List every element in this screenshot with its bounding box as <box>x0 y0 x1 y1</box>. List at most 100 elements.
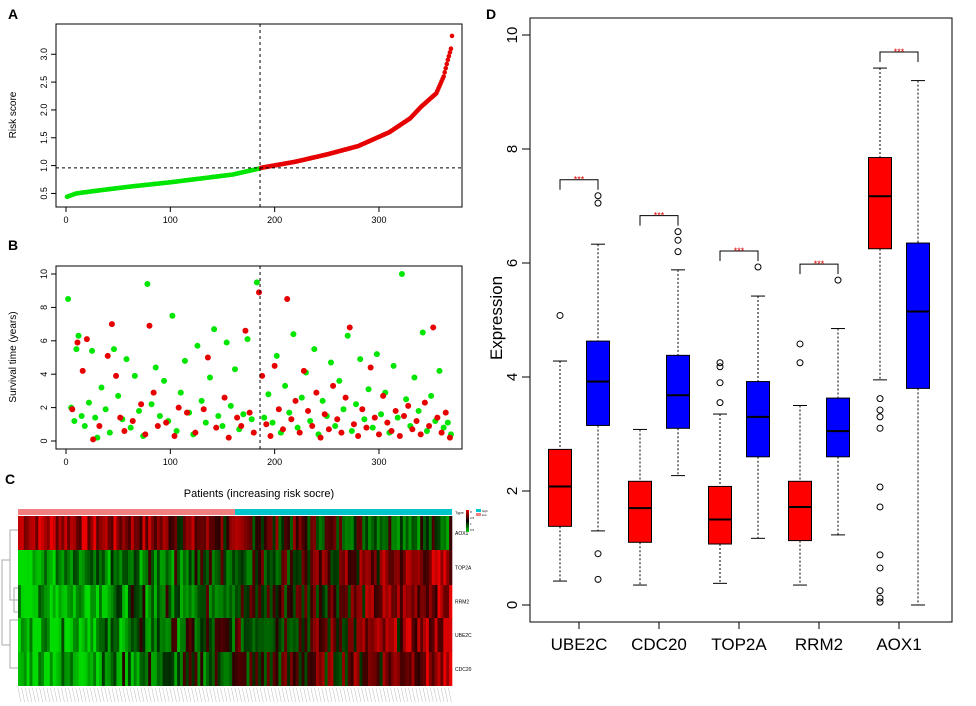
heatmap-cell <box>252 585 256 618</box>
heatmap-cell <box>339 585 343 618</box>
heatmap-cell <box>252 652 256 686</box>
heatmap-cell <box>84 550 88 585</box>
heatmap-cell <box>165 516 169 550</box>
survival-point <box>332 422 339 429</box>
survival-point <box>150 389 157 396</box>
heatmap-cell <box>127 550 132 585</box>
heatmap-cell <box>206 516 210 550</box>
heatmap-cell <box>449 618 453 652</box>
survival-point <box>127 424 134 431</box>
heatmap-cell <box>174 652 178 686</box>
column-label-mark <box>411 687 416 703</box>
heatmap-cell <box>368 618 372 652</box>
heatmap-cell <box>246 618 250 652</box>
heatmap-cell <box>136 652 140 686</box>
survival-point <box>215 412 222 419</box>
heatmap-cell <box>101 618 106 652</box>
heatmap-cell <box>359 516 363 550</box>
heatmap-cell <box>116 550 120 585</box>
survival-y-label: Survival time (years) <box>8 311 19 402</box>
heatmap-cell <box>44 585 48 618</box>
heatmap-cell <box>32 585 36 618</box>
heatmap-cell <box>298 516 302 550</box>
heatmap-cell <box>145 618 149 652</box>
survival-point <box>286 409 293 416</box>
column-label-mark <box>274 687 279 703</box>
column-label-mark <box>24 687 29 703</box>
heatmap-cell <box>237 618 242 652</box>
column-label-mark <box>390 687 394 703</box>
y-tick-label: 8 <box>39 305 49 310</box>
column-label-mark <box>310 687 315 703</box>
heatmap-cell <box>122 652 126 686</box>
column-label-mark <box>93 687 98 703</box>
heatmap-cell <box>295 516 299 550</box>
x-tick-label: CDC20 <box>631 635 687 654</box>
heatmap-cell <box>246 550 250 585</box>
heatmap-cell <box>41 516 45 550</box>
heatmap-cell <box>350 516 354 550</box>
heatmap-cell <box>330 550 334 585</box>
survival-point <box>206 374 213 381</box>
risk-score-panel: 0.5 1.0 1.5 2.0 2.5 3.0 0 100 200 300 Risk score <box>8 23 463 225</box>
heatmap-cell <box>388 585 392 618</box>
heatmap-cell <box>194 618 198 652</box>
heatmap-cell <box>142 550 146 585</box>
heatmap-cell <box>75 585 80 618</box>
heatmap-cell <box>339 550 343 585</box>
heatmap-cell <box>278 652 282 686</box>
column-label-mark <box>372 687 376 703</box>
outlier-point <box>674 248 682 256</box>
survival-point <box>415 407 422 414</box>
heatmap-cell <box>55 550 59 585</box>
heatmap-cell <box>168 618 172 652</box>
heatmap-cell <box>197 618 201 652</box>
heatmap-cell <box>370 585 375 618</box>
heatmap-cell <box>344 652 349 686</box>
heatmap-cell <box>405 550 409 585</box>
heatmap-cell <box>151 618 155 652</box>
column-label-mark <box>404 687 409 703</box>
survival-point <box>313 389 320 396</box>
heatmap-cell <box>240 550 244 585</box>
column-label-mark <box>328 687 333 703</box>
box-body <box>868 157 892 250</box>
survival-point <box>74 339 81 346</box>
column-label-mark <box>202 687 206 703</box>
survival-point <box>396 432 403 439</box>
heatmap-cell <box>266 652 271 686</box>
y-tick-label: 6 <box>39 338 49 343</box>
outlier-point <box>876 598 884 606</box>
heatmap-cell <box>443 516 447 550</box>
heatmap-cell <box>113 585 117 618</box>
heatmap-cell <box>197 585 201 618</box>
heatmap-cell <box>32 652 36 686</box>
risk-score-points <box>64 33 455 200</box>
significance-bracket <box>719 250 759 261</box>
heatmap-cell <box>194 550 198 585</box>
survival-point <box>371 414 378 421</box>
heatmap-cell <box>130 550 135 585</box>
heatmap-cell <box>373 550 378 585</box>
heatmap-cell <box>295 550 299 585</box>
heatmap-cell <box>295 585 299 618</box>
heatmap-cell <box>145 516 149 550</box>
heatmap-cell <box>289 618 294 652</box>
heatmap-cell <box>35 618 39 652</box>
heatmap-cell <box>417 618 421 652</box>
column-label-mark <box>292 687 297 703</box>
heatmap-cell <box>368 550 372 585</box>
heatmap-cell <box>263 618 268 652</box>
heatmap-cell <box>350 618 354 652</box>
heatmap-cell <box>99 550 103 585</box>
heatmap-cell <box>58 585 62 618</box>
heatmap-cell <box>298 550 302 585</box>
heatmap-cell <box>168 652 172 686</box>
heatmap-cell <box>148 652 152 686</box>
heatmap-cell <box>382 585 386 618</box>
heatmap-cell <box>38 652 42 686</box>
heatmap-cell <box>402 516 407 550</box>
y-tick-label: 2 <box>504 487 521 495</box>
heatmap-cell <box>350 585 354 618</box>
